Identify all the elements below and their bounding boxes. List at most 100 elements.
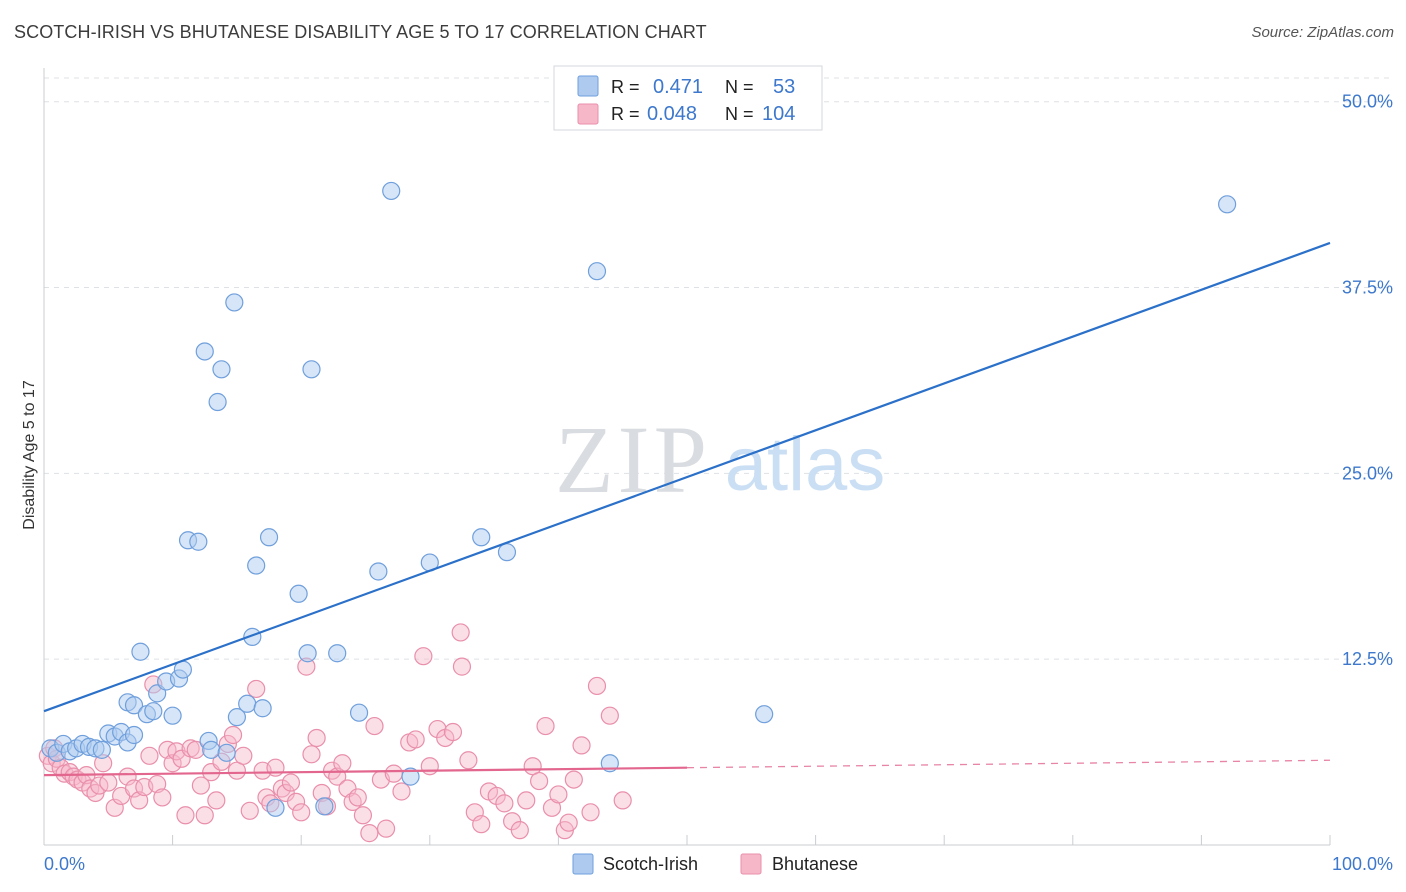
- watermark-atlas: atlas: [725, 422, 886, 507]
- scotch-irish-point: [144, 702, 163, 721]
- bhutanese-points: [38, 623, 632, 843]
- scotch-irish-point: [328, 644, 347, 663]
- bhutanese-point: [451, 623, 470, 642]
- bhutanese-point: [99, 773, 118, 792]
- scotch-irish-point: [259, 528, 279, 547]
- scotch-irish-point: [124, 696, 144, 715]
- bhutanese-point: [587, 676, 607, 696]
- bhutanese-trend: [43, 766, 688, 777]
- bhutanese-point: [530, 771, 549, 791]
- watermark-zip: ZIP: [555, 406, 711, 513]
- scotch-irish-point: [217, 743, 236, 762]
- legend-swatch-scotch-irish: [577, 75, 599, 97]
- bhutanese-point: [266, 758, 285, 777]
- scotch-irish-point: [253, 699, 272, 718]
- grid-layer: [44, 77, 1392, 660]
- legend-bottom-label-scotch-irish: Scotch-Irish: [603, 854, 698, 874]
- legend-r-value-1: 0.471: [653, 76, 703, 98]
- scotch-irish-point: [163, 706, 182, 725]
- bhutanese-point: [564, 770, 583, 789]
- bhutanese-point: [240, 801, 259, 820]
- bhutanese-point: [613, 791, 632, 810]
- scotch-irish-point: [247, 556, 266, 575]
- chart-title: SCOTCH-IRISH VS BHUTANESE DISABILITY AGE…: [14, 22, 707, 42]
- scotch-irish-point: [266, 798, 285, 817]
- bhutanese-point: [158, 740, 177, 759]
- scotch-irish-point: [349, 703, 369, 722]
- bhutanese-point: [176, 806, 195, 825]
- bhutanese-point: [281, 773, 301, 792]
- bhutanese-point: [348, 788, 367, 807]
- bhutanese-point: [307, 728, 326, 748]
- y-tick-label: 37.5%: [1342, 278, 1393, 298]
- scotch-irish-point: [315, 797, 334, 816]
- x-tick-min: 0.0%: [44, 854, 85, 874]
- bhutanese-trend-extension: [686, 759, 1331, 769]
- scotch-irish-point: [212, 360, 231, 379]
- bhutanese-point: [420, 757, 439, 776]
- bhutanese-point: [195, 806, 214, 825]
- legend-n-value-1: 53: [773, 76, 795, 98]
- legend-r-value-2: 0.048: [647, 103, 697, 125]
- bhutanese-point: [292, 803, 311, 822]
- scotch-irish-point: [238, 694, 257, 713]
- scotch-irish-point: [755, 705, 774, 724]
- legend-bottom-label-bhutanese: Bhutanese: [772, 854, 858, 874]
- bhutanese-point: [392, 782, 411, 801]
- legend-n-value-2: 104: [762, 103, 795, 125]
- bhutanese-point: [600, 706, 619, 725]
- bhutanese-point: [302, 745, 321, 764]
- bhutanese-point: [163, 754, 182, 773]
- y-tick-label: 12.5%: [1342, 649, 1393, 669]
- scotch-irish-point: [92, 740, 111, 759]
- scotch-irish-point: [1218, 195, 1237, 214]
- bhutanese-point: [247, 679, 266, 699]
- x-tick-max: 100.0%: [1332, 854, 1393, 874]
- bhutanese-point: [549, 785, 568, 804]
- source-credit: Source: ZipAtlas.com: [1251, 24, 1394, 41]
- legend-n-label-1: N =: [725, 77, 754, 97]
- scotch-irish-trend: [43, 241, 1331, 713]
- bhutanese-point: [376, 819, 396, 838]
- bhutanese-point: [443, 722, 463, 742]
- scotch-irish-point: [227, 708, 246, 727]
- legend-series: Scotch-Irish Bhutanese: [572, 853, 858, 875]
- bhutanese-point: [572, 736, 591, 755]
- bhutanese-point: [234, 746, 253, 765]
- bhutanese-point: [487, 786, 506, 806]
- bhutanese-point: [406, 730, 425, 749]
- watermark: ZIP atlas: [555, 406, 885, 513]
- scotch-irish-point: [202, 740, 221, 759]
- bhutanese-point: [286, 792, 306, 811]
- bhutanese-point: [581, 803, 600, 822]
- y-tick-label: 50.0%: [1342, 92, 1393, 112]
- bhutanese-point: [360, 824, 379, 843]
- legend-bottom-swatch-scotch-irish: [572, 853, 594, 875]
- bhutanese-point: [510, 821, 529, 840]
- bhutanese-point: [223, 725, 243, 745]
- bhutanese-point: [517, 791, 536, 810]
- bhutanese-point: [207, 791, 226, 810]
- bhutanese-point: [472, 815, 491, 834]
- bhutanese-point: [559, 813, 578, 832]
- scotch-irish-point: [382, 181, 401, 201]
- bhutanese-point: [414, 647, 433, 666]
- legend-n-label-2: N =: [725, 104, 754, 124]
- axes-layer: [43, 68, 1331, 846]
- scotch-irish-point: [302, 360, 321, 379]
- y-axis-label: Disability Age 5 to 17: [21, 380, 38, 530]
- bhutanese-point: [333, 754, 352, 773]
- scotch-irish-point: [369, 562, 388, 581]
- bhutanese-point: [365, 716, 384, 736]
- bhutanese-point: [172, 749, 191, 768]
- legend-swatch-bhutanese: [577, 103, 599, 125]
- scotch-irish-point: [289, 584, 308, 603]
- bhutanese-point: [459, 751, 478, 770]
- bhutanese-point: [191, 776, 210, 795]
- scotch-irish-point: [243, 627, 262, 646]
- scotch-irish-point: [208, 392, 227, 412]
- bhutanese-point: [130, 791, 149, 810]
- scotch-irish-point: [497, 543, 517, 562]
- bhutanese-point: [384, 764, 403, 783]
